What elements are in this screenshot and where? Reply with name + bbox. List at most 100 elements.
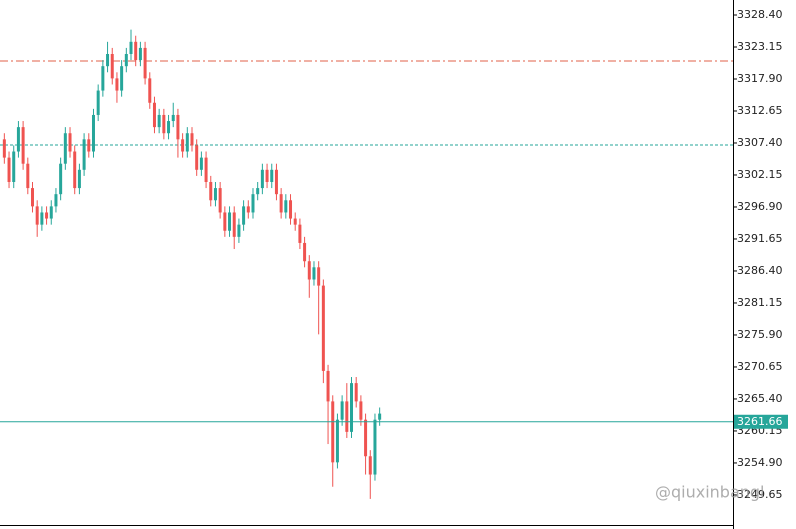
- candle-body: [251, 194, 255, 213]
- candle-body: [199, 157, 203, 170]
- candle-body: [35, 206, 39, 225]
- candle-body: [246, 206, 250, 213]
- candle-body: [256, 188, 260, 195]
- y-tick-label: 3291.65: [737, 232, 783, 245]
- candle-body: [91, 114, 95, 152]
- y-tick-label: 3254.90: [737, 456, 783, 469]
- candle-body: [45, 212, 49, 219]
- y-tick-label: 3323.15: [737, 40, 783, 53]
- candle-body: [223, 212, 227, 231]
- candle-body: [21, 127, 25, 164]
- candle-body: [26, 163, 30, 189]
- y-tick-label: 3286.40: [737, 264, 783, 277]
- y-tick-label: 3249.65: [737, 488, 783, 501]
- candle-body: [204, 157, 208, 182]
- candle-body: [167, 121, 171, 134]
- candle-body: [321, 285, 325, 371]
- candle-body: [148, 78, 152, 103]
- y-tick-label: 3270.65: [737, 360, 783, 373]
- candle-body: [312, 267, 316, 280]
- candle-body: [331, 401, 335, 463]
- candle-body: [303, 242, 307, 262]
- candle-body: [54, 194, 58, 207]
- candle-body: [101, 66, 105, 91]
- candle-body: [237, 224, 241, 237]
- last-price-box: [734, 414, 788, 429]
- candle-body: [274, 169, 278, 195]
- candle-body: [298, 224, 302, 243]
- candle-body: [77, 169, 81, 189]
- candle-body: [87, 139, 91, 152]
- candle-body: [307, 261, 311, 280]
- candle-body: [317, 267, 321, 286]
- candle-body: [232, 212, 236, 237]
- candle-body: [181, 139, 185, 152]
- candle-body: [82, 139, 86, 170]
- candle-body: [134, 41, 138, 61]
- candle-body: [143, 47, 147, 79]
- candle-body: [335, 419, 339, 463]
- candle-body: [293, 218, 297, 225]
- candle-body: [138, 47, 142, 61]
- candle-body: [176, 114, 180, 140]
- y-tick-label: 3307.40: [737, 136, 783, 149]
- candle-body: [354, 383, 358, 402]
- candle-body: [59, 163, 63, 195]
- candle-body: [218, 188, 222, 213]
- candle-body: [2, 139, 6, 158]
- candle-body: [120, 66, 124, 91]
- candle-body: [242, 206, 246, 225]
- candle-body: [209, 181, 213, 201]
- candle-body: [326, 370, 330, 402]
- candle-body: [63, 133, 67, 164]
- candle-body: [68, 133, 72, 152]
- candle-body: [190, 133, 194, 146]
- candle-body: [106, 53, 110, 67]
- candle-body: [265, 169, 269, 182]
- candle-body: [110, 53, 114, 79]
- candle-body: [12, 151, 16, 182]
- candle-body: [185, 133, 189, 152]
- candle-body: [340, 401, 344, 420]
- y-tick-label: 3296.90: [737, 200, 783, 213]
- candle-body: [40, 212, 44, 225]
- y-tick-label: 3312.65: [737, 104, 783, 117]
- y-tick-label: 3328.40: [737, 8, 783, 21]
- candle-body: [378, 413, 382, 420]
- candle-body: [364, 419, 368, 457]
- candle-body: [368, 456, 372, 475]
- candle-body: [49, 206, 53, 219]
- candle-body: [270, 169, 274, 182]
- candle-body: [162, 114, 166, 134]
- y-tick-label: 3281.15: [737, 296, 783, 309]
- candle-body: [73, 151, 77, 189]
- candle-body: [213, 188, 217, 201]
- candle-body: [359, 401, 363, 420]
- y-tick-label: 3275.90: [737, 328, 783, 341]
- candle-body: [260, 169, 264, 189]
- y-tick-label: 3265.40: [737, 392, 783, 405]
- candle-body: [115, 78, 119, 91]
- candle-body: [284, 200, 288, 213]
- y-tick-label: 3317.90: [737, 72, 783, 85]
- candle-body: [228, 212, 232, 231]
- candle-body: [345, 401, 349, 432]
- candle-body: [129, 41, 133, 54]
- candle-body: [152, 102, 156, 128]
- candle-body: [157, 114, 161, 128]
- candle-body: [30, 188, 34, 207]
- y-tick-label: 3302.15: [737, 168, 783, 181]
- candle-body: [171, 114, 175, 122]
- candle-body: [16, 127, 20, 152]
- candle-body: [289, 200, 293, 219]
- candle-body: [195, 145, 199, 170]
- candle-body: [7, 157, 11, 182]
- watermark: @qiuxinbangl: [655, 483, 765, 502]
- candle-body: [279, 194, 283, 213]
- candle-body: [350, 383, 354, 432]
- candle-body: [373, 419, 377, 475]
- candle-body: [124, 53, 128, 67]
- candle-body: [96, 90, 100, 115]
